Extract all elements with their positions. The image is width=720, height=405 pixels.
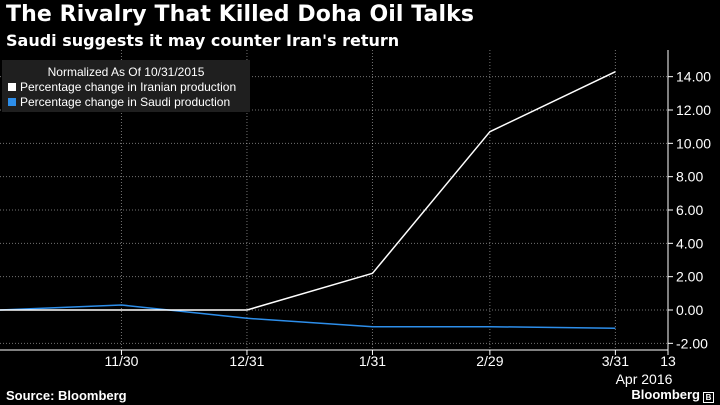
x-tick-label: 1/31 — [359, 353, 386, 369]
y-tick-label: -2.00 — [676, 335, 708, 351]
legend-label-saudi: Percentage change in Saudi production — [20, 95, 231, 109]
legend-swatch-iran — [8, 83, 16, 91]
y-tick-label: 6.00 — [676, 202, 703, 218]
x-month-label: Apr 2016 — [616, 371, 673, 387]
chart-subtitle: Saudi suggests it may counter Iran's ret… — [6, 31, 400, 50]
x-tick-label: 11/30 — [104, 353, 138, 369]
y-tick-label: 14.00 — [676, 69, 711, 85]
series-line-saudi — [0, 304, 616, 330]
source-note: Source: Bloomberg — [6, 388, 127, 403]
legend-label-iran: Percentage change in Iranian production — [20, 80, 237, 94]
series-line-iran — [0, 71, 616, 311]
x-tick-label: 13 — [660, 353, 676, 369]
y-tick-label: 12.00 — [676, 102, 711, 118]
y-tick-label: 4.00 — [676, 235, 703, 251]
legend-title: Normalized As Of 10/31/2015 — [47, 65, 205, 79]
bloomberg-mark-icon: B — [703, 392, 714, 403]
axes: -2.00 0.00 2.00 4.00 6.00 8.00 10.00 12.00 14.00… — [0, 50, 711, 387]
y-tick-label: 10.00 — [676, 135, 711, 151]
bloomberg-logo: Bloomberg B — [631, 387, 714, 403]
legend-swatch-saudi — [8, 98, 16, 106]
x-tick-label: 3/31 — [602, 353, 629, 369]
y-tick-label: 8.00 — [676, 169, 703, 185]
legend-item-saudi: Percentage change in Saudi production — [8, 95, 230, 109]
series-group — [0, 71, 616, 330]
legend: Normalized As Of 10/31/2015 Percentage c… — [2, 60, 250, 112]
y-tick-label: 0.00 — [676, 302, 703, 318]
y-tick-label: 2.00 — [676, 269, 703, 285]
x-tick-label: 12/31 — [229, 353, 264, 369]
legend-item-iran: Percentage change in Iranian production — [8, 80, 236, 94]
brand-label: Bloomberg — [631, 387, 700, 402]
chart-title: The Rivalry That Killed Doha Oil Talks — [6, 2, 475, 27]
x-tick-label: 2/29 — [476, 353, 503, 369]
